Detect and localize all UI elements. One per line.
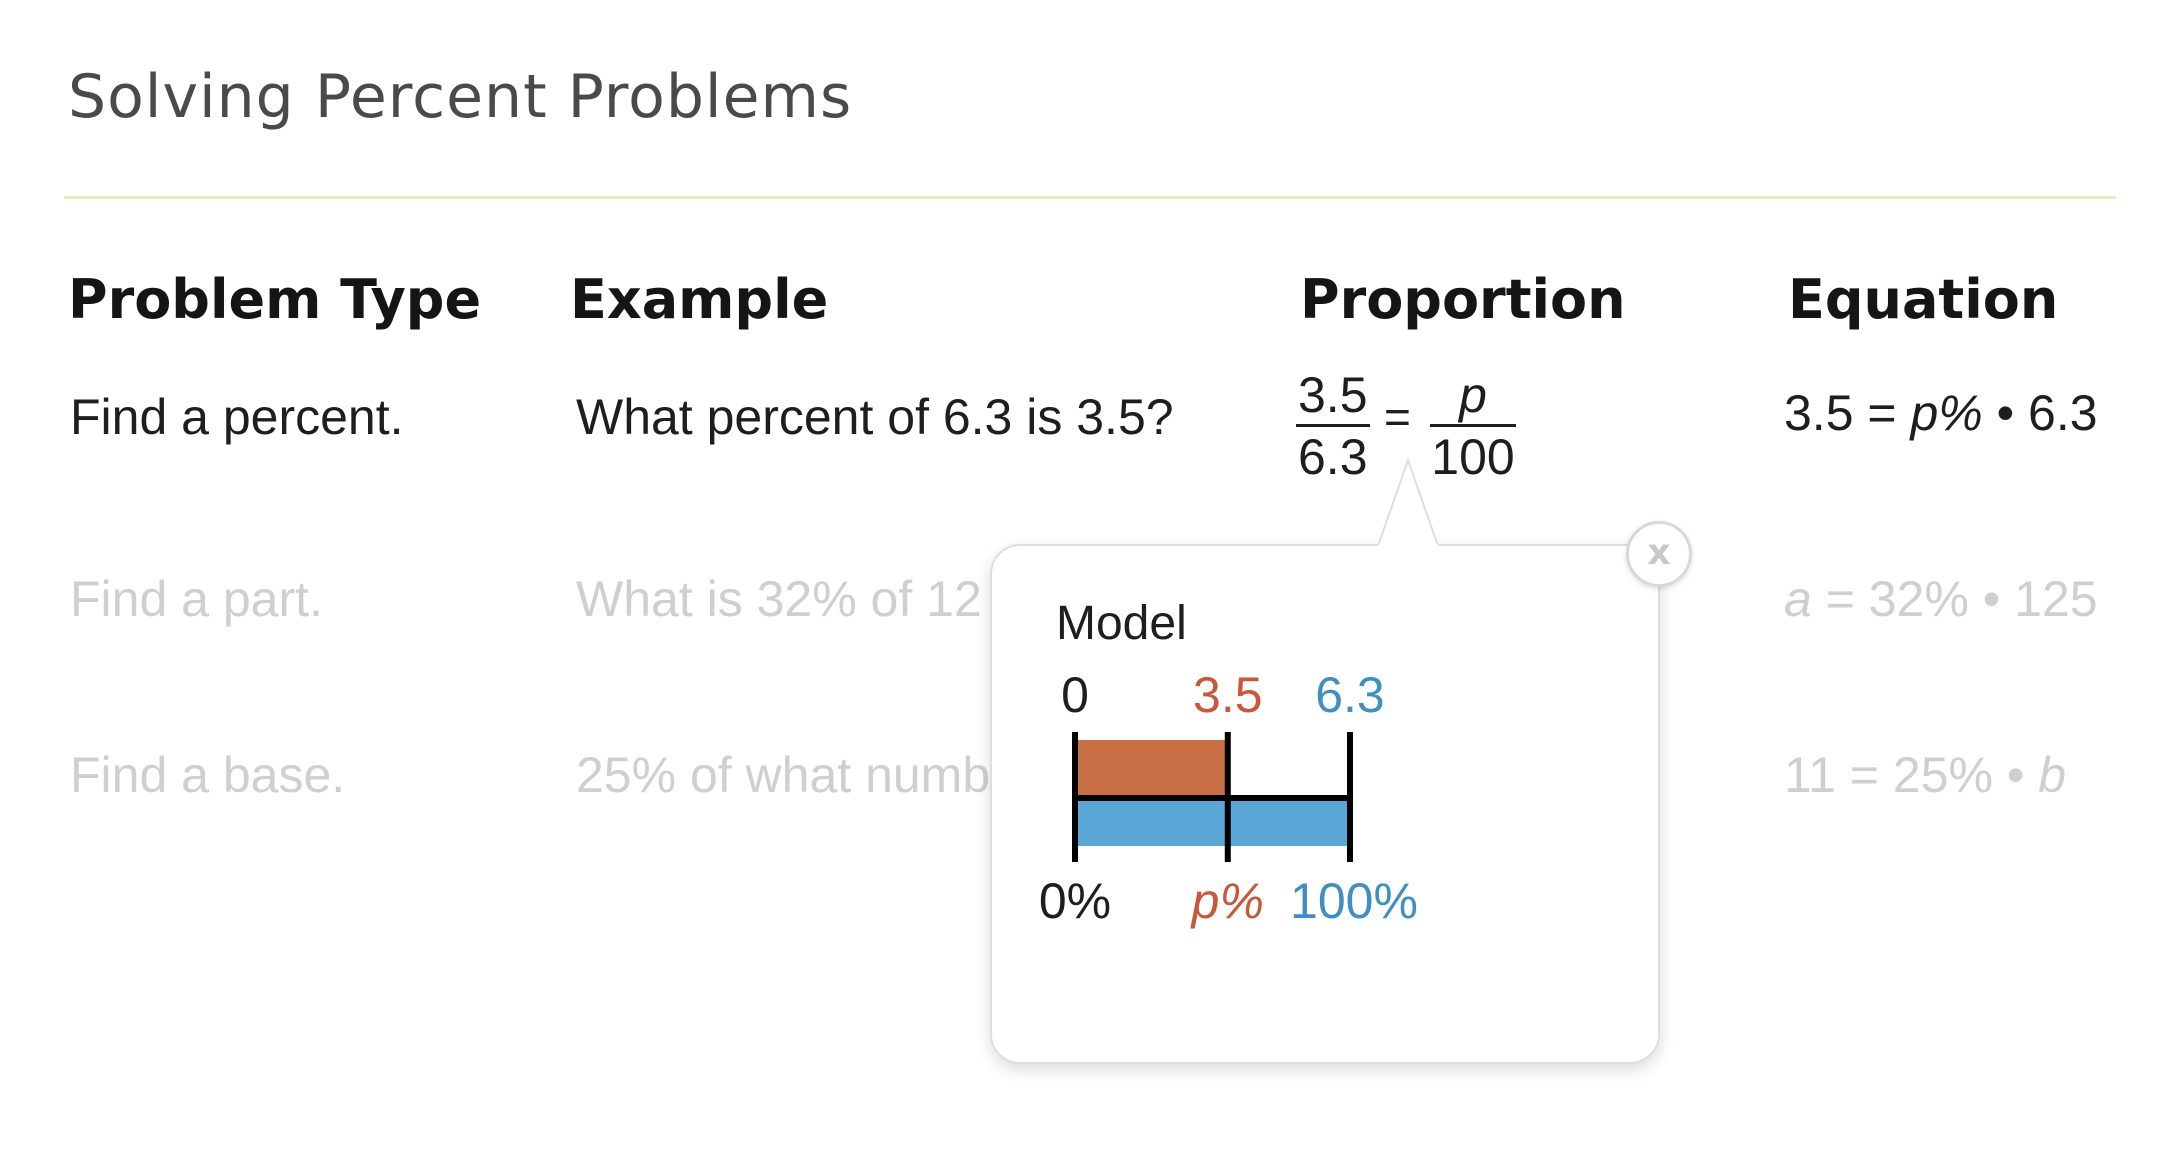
equation-rhs: • 6.3 [1982,385,2098,441]
row1-problem-type[interactable]: Find a percent. [70,389,404,445]
equation-variable: b [2038,747,2067,803]
row1-example: What percent of 6.3 is 3.5? [576,389,1174,445]
whole-bar [1075,798,1350,846]
equation-lhs: 3.5 = [1784,385,1911,441]
row1-proportion-right-fraction[interactable]: p 100 [1430,366,1516,487]
bottom-label-zero-percent: 0% [1039,873,1111,929]
bottom-label-part-percent: p% [1190,873,1264,929]
proportion-equals-sign: = [1384,391,1411,443]
row2-equation: a = 32% • 125 [1784,570,2098,628]
page-title: Solving Percent Problems [68,62,853,132]
row3-equation: 11 = 25% • b [1784,746,2066,804]
row2-example: What is 32% of 12 [576,571,982,627]
equation-rhs: = 32% • 125 [1811,571,2098,627]
top-label-part: 3.5 [1193,670,1263,723]
title-divider [64,196,2116,199]
bar-model: 0 3.5 6.3 0% p% 100% [1039,670,1418,929]
fraction-numerator: p [1430,366,1516,427]
row2-problem-type[interactable]: Find a part. [70,571,323,627]
fraction-denominator: 6.3 [1298,429,1368,485]
header-problem-type: Problem Type [68,268,482,331]
row3-example: 25% of what numb [576,747,991,803]
equation-variable: a [1784,571,1812,627]
header-example: Example [570,268,829,331]
header-proportion: Proportion [1300,268,1626,331]
top-label-whole: 6.3 [1315,670,1385,723]
fraction-numerator: 3.5 [1296,366,1370,427]
header-equation: Equation [1788,268,2059,331]
popup-pointer [1378,456,1439,548]
bottom-label-hundred-percent: 100% [1290,873,1418,929]
popup-title: Model [1056,597,1187,650]
row1-proportion-left-fraction[interactable]: 3.5 6.3 [1296,366,1370,487]
row1-equation: 3.5 = p% • 6.3 [1784,384,2098,442]
row3-problem-type[interactable]: Find a base. [70,747,346,803]
equation-variable: p% [1910,385,1983,441]
part-bar [1075,740,1228,798]
top-label-zero: 0 [1061,670,1089,723]
equation-lhs: 11 = 25% • [1784,747,2039,803]
close-icon[interactable]: x [1626,521,1692,587]
fraction-denominator: 100 [1431,429,1515,485]
